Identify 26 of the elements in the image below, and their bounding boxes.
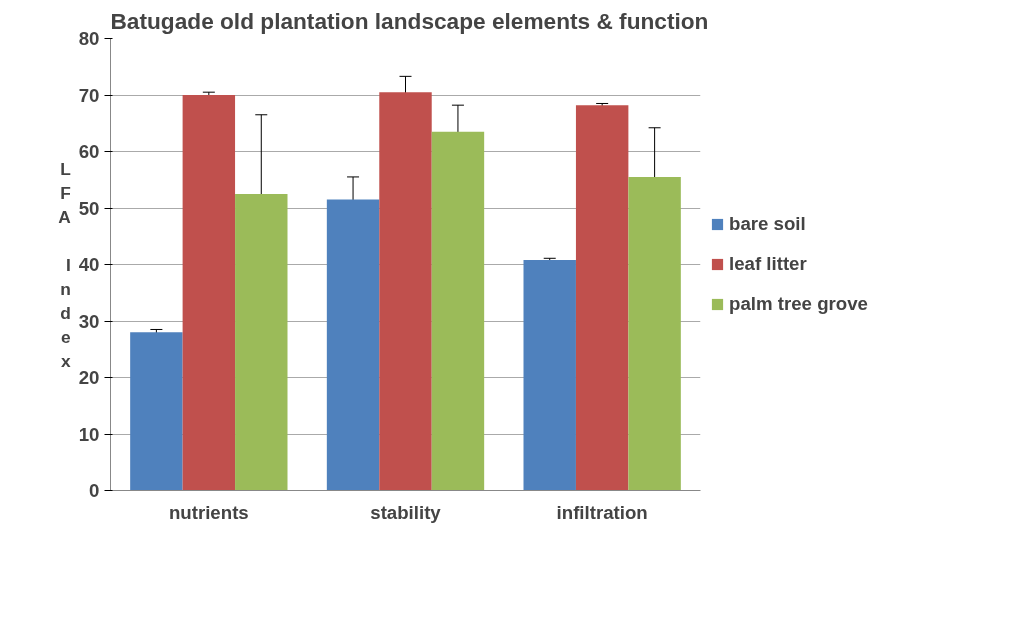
legend-label: bare soil (729, 213, 806, 235)
bar (182, 95, 236, 491)
legend-label: palm tree grove (729, 293, 868, 315)
y-tick-label: 20 (78, 367, 100, 388)
legend-label: leaf litter (729, 253, 807, 275)
y-tick-label: 70 (78, 84, 100, 106)
x-tick-label: stability (370, 501, 442, 523)
chart-title: Batugade old plantation landscape elements & function (110, 7, 709, 34)
y-tick-label: 50 (78, 197, 100, 219)
bar (379, 92, 432, 491)
bar (326, 199, 380, 491)
x-tick-label: infiltration (556, 501, 648, 523)
y-tick-label: 60 (78, 141, 100, 162)
bar (235, 193, 288, 491)
bar (575, 105, 629, 491)
bar (523, 259, 576, 491)
text: LFA Index (58, 158, 71, 371)
bar (130, 332, 183, 491)
y-tick-label: 40 (78, 254, 100, 275)
y-tick-label: 0 (89, 480, 100, 501)
y-tick-label: 10 (78, 423, 100, 445)
y-tick-label: 80 (78, 28, 100, 49)
y-tick-label: 30 (78, 310, 100, 332)
x-tick-label: nutrients (168, 501, 249, 523)
bar (431, 131, 485, 491)
bar (628, 176, 681, 491)
